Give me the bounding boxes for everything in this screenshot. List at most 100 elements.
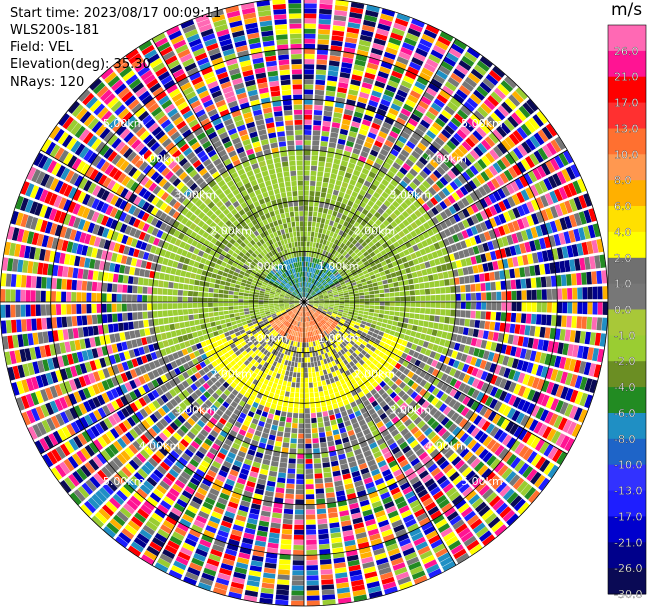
data-cell [571,423,582,438]
data-cell [458,382,467,392]
data-cell [360,124,370,132]
data-cell [312,314,316,319]
data-cell [408,136,419,146]
data-cell [401,274,408,280]
data-cell [322,331,326,337]
data-cell [426,268,433,275]
data-cell [427,253,434,261]
data-cell [476,126,487,138]
data-cell [327,340,332,346]
data-cell [422,115,434,125]
data-cell [341,181,349,189]
data-cell [315,253,320,259]
data-cell [460,240,467,249]
data-cell [409,284,415,290]
data-cell [319,278,324,283]
data-cell [320,287,325,291]
data-cell [316,275,321,281]
data-cell [176,498,188,508]
data-cell [279,462,288,468]
data-cell [421,455,432,465]
data-cell [311,226,316,232]
data-cell [268,347,274,353]
data-cell [305,292,307,298]
data-cell [397,275,403,282]
data-cell [471,293,476,301]
data-cell [515,313,522,323]
data-cell [485,311,491,320]
data-cell [362,472,372,480]
data-cell [308,296,313,300]
data-cell [516,126,528,140]
data-cell [277,335,282,340]
data-cell [418,156,428,166]
data-cell [416,326,423,333]
data-cell [350,507,361,515]
data-cell [390,272,397,278]
data-cell [525,187,535,199]
data-cell [296,321,299,327]
data-cell [318,315,323,320]
data-cell [377,153,387,161]
data-cell [469,543,483,556]
data-cell [420,423,430,433]
data-cell [393,209,401,217]
data-cell [323,115,332,122]
data-cell [384,501,395,510]
data-cell [327,252,332,258]
data-cell [365,334,372,340]
data-cell [476,85,489,97]
data-cell [516,290,522,300]
data-cell [507,334,514,345]
data-cell [267,340,273,346]
data-cell [306,293,310,298]
data-cell [394,18,409,27]
data-cell [295,357,299,363]
data-cell [193,436,203,446]
data-cell [589,379,598,394]
data-cell [216,421,224,430]
data-cell [494,388,503,399]
data-cell [315,281,320,287]
data-cell [323,308,328,311]
data-cell [317,276,322,282]
data-cell [309,272,312,278]
data-cell [387,380,395,387]
data-cell [307,267,310,272]
data-cell [264,368,270,374]
data-cell [465,470,476,481]
data-cell [448,216,457,225]
data-cell [428,186,437,196]
data-cell [294,509,304,515]
data-cell [313,387,319,393]
data-cell [365,254,372,260]
data-cell [162,549,176,560]
data-cell [356,414,364,422]
data-cell [322,462,331,468]
data-cell [343,308,349,311]
data-cell [354,410,362,417]
data-cell [273,414,280,421]
data-cell [353,309,359,313]
data-cell [482,451,493,463]
data-cell [311,346,315,352]
data-cell [375,234,382,241]
data-cell [313,453,321,459]
data-cell [311,314,315,320]
data-cell [299,327,302,332]
data-cell [227,474,237,482]
data-cell [355,368,362,375]
data-cell [487,241,495,251]
data-cell [341,410,348,417]
data-cell [462,208,470,218]
data-cell [349,179,357,186]
data-cell [516,161,527,174]
data-cell [475,200,484,211]
data-cell [378,103,389,112]
data-cell [386,195,395,204]
data-cell [503,392,512,404]
data-cell [382,144,392,152]
data-cell [308,367,312,373]
data-cell [311,320,315,326]
data-cell [219,447,229,456]
